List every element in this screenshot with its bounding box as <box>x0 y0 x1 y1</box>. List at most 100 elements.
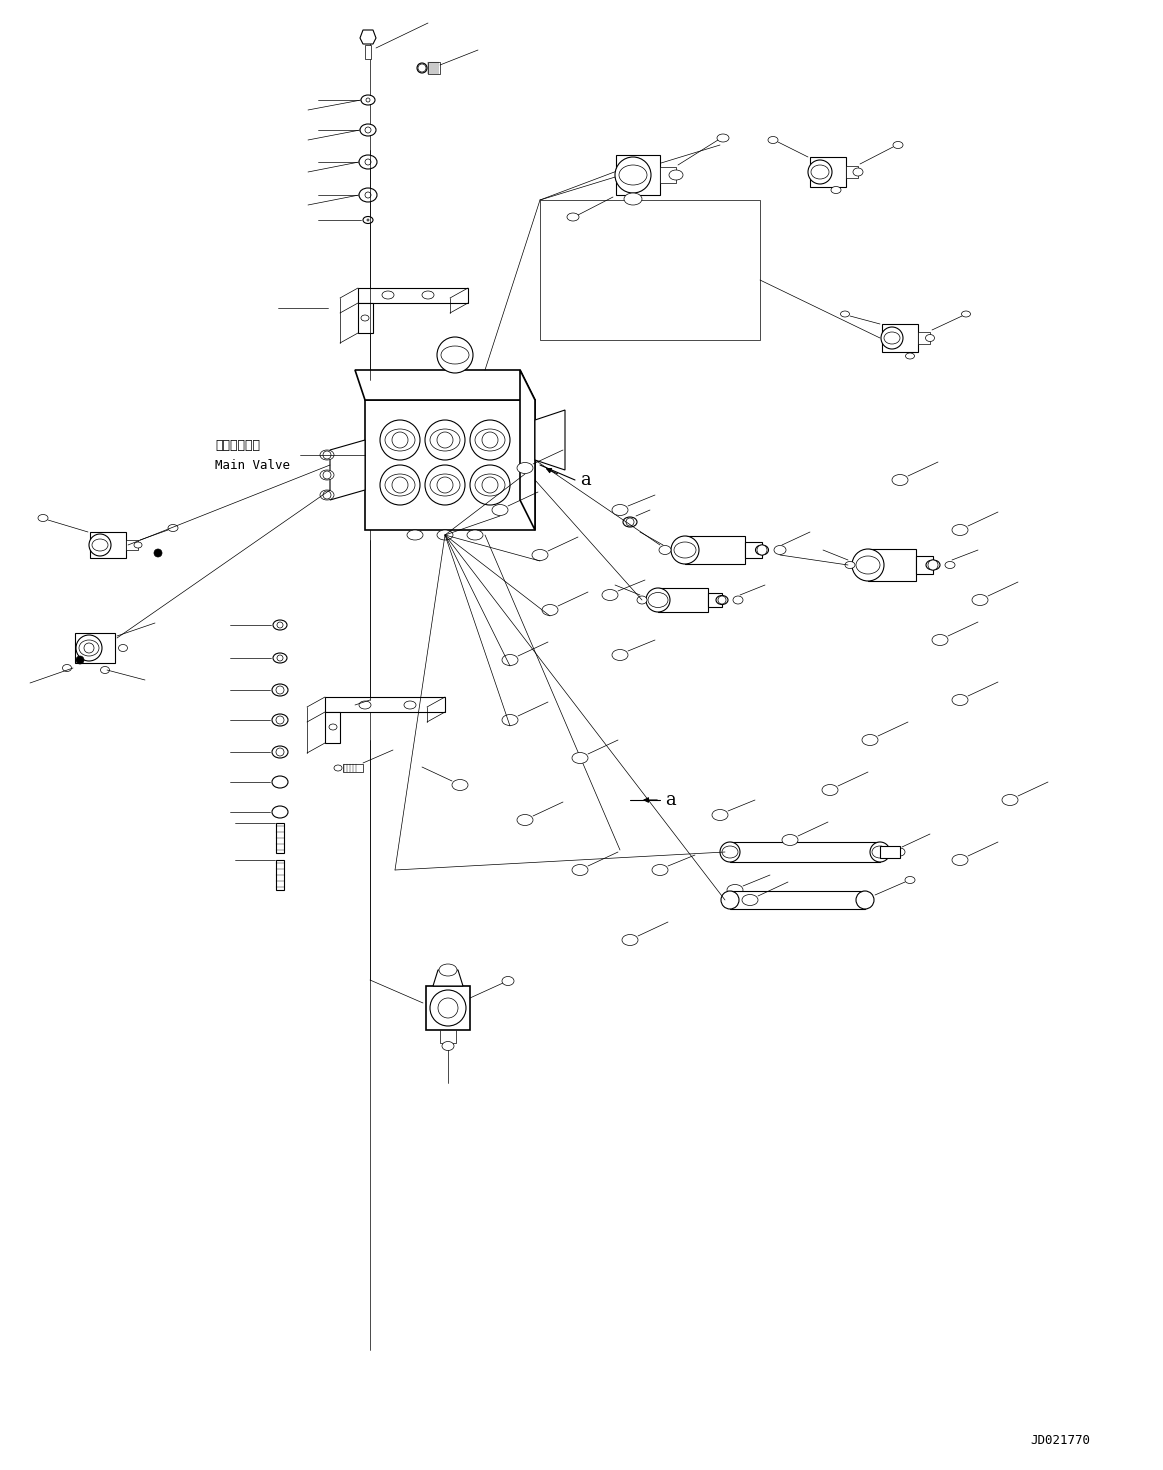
Polygon shape <box>433 970 463 986</box>
Circle shape <box>84 642 94 653</box>
Ellipse shape <box>518 463 533 473</box>
Ellipse shape <box>492 504 508 516</box>
Ellipse shape <box>361 96 374 104</box>
Circle shape <box>277 622 283 628</box>
Circle shape <box>721 891 739 908</box>
Bar <box>276 823 284 853</box>
Ellipse shape <box>846 562 855 569</box>
Circle shape <box>856 891 875 908</box>
Ellipse shape <box>952 694 968 706</box>
Circle shape <box>424 420 465 460</box>
Polygon shape <box>846 166 858 178</box>
Ellipse shape <box>572 753 588 763</box>
Circle shape <box>276 686 284 694</box>
Ellipse shape <box>602 589 618 601</box>
Circle shape <box>154 548 162 557</box>
Polygon shape <box>126 539 138 550</box>
Ellipse shape <box>320 490 334 500</box>
Circle shape <box>870 842 890 861</box>
Ellipse shape <box>272 806 288 817</box>
Polygon shape <box>90 532 126 559</box>
Circle shape <box>808 160 832 184</box>
Polygon shape <box>809 157 846 187</box>
Polygon shape <box>330 440 365 500</box>
Ellipse shape <box>716 595 728 604</box>
Ellipse shape <box>502 654 518 666</box>
Ellipse shape <box>852 168 863 176</box>
Polygon shape <box>428 62 440 74</box>
Circle shape <box>380 420 420 460</box>
Ellipse shape <box>531 550 548 560</box>
Ellipse shape <box>962 312 970 318</box>
Ellipse shape <box>359 188 377 201</box>
Text: a: a <box>665 791 676 808</box>
Circle shape <box>481 476 498 492</box>
Polygon shape <box>708 592 722 607</box>
Circle shape <box>928 560 939 570</box>
Ellipse shape <box>905 876 915 883</box>
Ellipse shape <box>932 635 948 645</box>
Ellipse shape <box>442 1042 454 1051</box>
Circle shape <box>76 635 102 662</box>
Ellipse shape <box>612 650 628 660</box>
Polygon shape <box>882 323 918 351</box>
Circle shape <box>430 989 466 1026</box>
Bar <box>365 46 371 59</box>
Ellipse shape <box>619 165 647 185</box>
Ellipse shape <box>652 864 668 876</box>
Ellipse shape <box>669 171 683 179</box>
Ellipse shape <box>675 542 695 559</box>
Circle shape <box>437 337 473 373</box>
Ellipse shape <box>637 595 647 604</box>
Circle shape <box>365 126 371 132</box>
Circle shape <box>323 451 331 459</box>
Ellipse shape <box>272 776 288 788</box>
Ellipse shape <box>782 835 798 845</box>
Circle shape <box>882 326 902 348</box>
Ellipse shape <box>648 592 668 607</box>
Ellipse shape <box>359 701 371 709</box>
Ellipse shape <box>502 976 514 985</box>
Ellipse shape <box>718 134 729 143</box>
Ellipse shape <box>822 785 839 795</box>
Circle shape <box>718 595 726 604</box>
Ellipse shape <box>972 594 989 606</box>
Circle shape <box>757 545 768 556</box>
Polygon shape <box>74 634 115 663</box>
Ellipse shape <box>856 556 880 573</box>
Polygon shape <box>535 410 565 470</box>
Text: メインバルブ: メインバルブ <box>215 438 261 451</box>
Text: Main Valve: Main Valve <box>215 459 290 472</box>
Polygon shape <box>324 711 340 742</box>
Ellipse shape <box>63 664 71 672</box>
Ellipse shape <box>92 539 108 551</box>
Circle shape <box>671 537 699 564</box>
Circle shape <box>323 491 331 498</box>
Ellipse shape <box>952 525 968 535</box>
Circle shape <box>380 465 420 506</box>
Circle shape <box>437 476 454 492</box>
Ellipse shape <box>1003 794 1018 806</box>
Polygon shape <box>659 168 676 182</box>
Ellipse shape <box>946 562 955 569</box>
Ellipse shape <box>756 545 769 556</box>
Ellipse shape <box>892 475 908 485</box>
Ellipse shape <box>119 644 128 651</box>
Polygon shape <box>355 370 535 400</box>
Ellipse shape <box>775 545 786 554</box>
Polygon shape <box>324 697 445 711</box>
Ellipse shape <box>407 531 423 539</box>
Ellipse shape <box>572 864 588 876</box>
Ellipse shape <box>441 345 469 365</box>
Circle shape <box>470 465 511 506</box>
Circle shape <box>626 517 634 526</box>
Circle shape <box>720 842 740 861</box>
Ellipse shape <box>79 639 99 656</box>
Circle shape <box>424 465 465 506</box>
Ellipse shape <box>320 470 334 481</box>
Ellipse shape <box>381 291 394 298</box>
Ellipse shape <box>625 193 642 204</box>
Ellipse shape <box>872 847 889 858</box>
Ellipse shape <box>768 137 778 144</box>
Polygon shape <box>616 154 659 196</box>
